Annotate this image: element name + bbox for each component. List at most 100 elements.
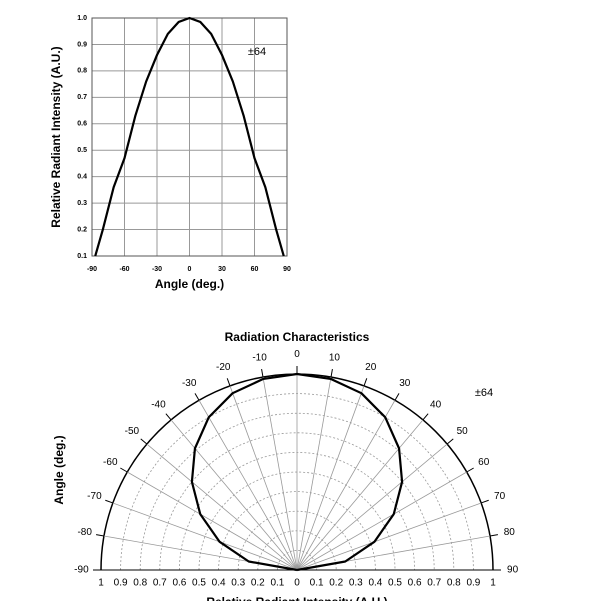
- x-tick-label: 0: [188, 266, 192, 273]
- r-tick-label: 0.8: [447, 578, 461, 589]
- y-tick-label: 0.8: [77, 68, 87, 75]
- theta-tick-label: -70: [87, 491, 102, 502]
- theta-tick: [165, 413, 172, 421]
- r-tick-label: 0.8: [133, 578, 147, 589]
- x-tick-label: 90: [283, 266, 291, 273]
- radial-grid-line: [198, 400, 298, 571]
- r-tick-label: 0.5: [388, 578, 402, 589]
- theta-tick-label: 60: [478, 457, 490, 468]
- theta-tick: [330, 369, 333, 378]
- theta-tick: [194, 393, 200, 401]
- grid-arc: [277, 550, 317, 571]
- radial-grid-line: [170, 419, 298, 571]
- theta-tick: [96, 534, 105, 537]
- x-tick-label: -30: [152, 266, 162, 273]
- theta-tick: [140, 438, 148, 445]
- radial-grid-line: [296, 502, 482, 571]
- r-tick-label: 0.4: [368, 578, 382, 589]
- r-tick-label: 0.7: [427, 578, 441, 589]
- r-tick-label: 0.5: [192, 578, 206, 589]
- theta-tick: [226, 378, 231, 386]
- theta-tick-label: 0: [294, 349, 300, 360]
- theta-tick: [422, 413, 429, 421]
- grid-arc: [159, 432, 435, 571]
- theta-tick-label: 40: [430, 399, 442, 410]
- chart-title: Radiation Characteristics: [225, 330, 370, 344]
- radial-grid-line: [296, 400, 396, 571]
- r-tick-label: 1: [98, 578, 104, 589]
- r-tick-label: 0.6: [408, 578, 422, 589]
- theta-tick: [481, 499, 489, 504]
- radial-grid-line: [262, 376, 298, 571]
- x-axis-label: Relative Radiant Intensity (A.U.): [206, 595, 387, 601]
- radial-grid-line: [296, 376, 332, 571]
- theta-tick: [120, 467, 128, 473]
- r-tick-label: 0.1: [310, 578, 324, 589]
- radial-grid-line: [296, 443, 448, 571]
- y-tick-label: 0.4: [77, 174, 87, 181]
- annotation: ±64: [248, 46, 266, 58]
- y-tick-label: 1.0: [77, 15, 87, 22]
- theta-tick-label: 70: [494, 491, 506, 502]
- theta-tick-label: 90: [507, 565, 519, 576]
- annotation: ±64: [475, 387, 493, 399]
- theta-tick: [466, 467, 474, 473]
- theta-tick-label: -50: [125, 426, 140, 437]
- y-tick-label: 0.5: [77, 147, 87, 154]
- r-tick-label: 0.1: [270, 578, 284, 589]
- radial-grid-line: [112, 502, 298, 571]
- theta-tick-label: -30: [182, 378, 197, 389]
- theta-tick-label: -80: [77, 527, 92, 538]
- x-tick-label: -60: [119, 266, 129, 273]
- theta-tick-label: 80: [504, 527, 516, 538]
- x-tick-label: 60: [251, 266, 259, 273]
- theta-tick-label: -10: [252, 352, 267, 363]
- y-tick-label: 0.6: [77, 121, 87, 128]
- theta-tick: [105, 499, 113, 504]
- r-tick-label: 0.7: [153, 578, 167, 589]
- radial-grid-line: [127, 471, 298, 571]
- y-tick-label: 0.2: [77, 226, 87, 233]
- r-tick-label: 0.6: [172, 578, 186, 589]
- theta-tick: [394, 393, 400, 401]
- theta-tick-label: 50: [457, 426, 469, 437]
- radial-grid-line: [296, 471, 467, 571]
- r-tick-label: 0.3: [349, 578, 363, 589]
- theta-tick: [489, 534, 498, 537]
- theta-tick-label: 30: [399, 378, 411, 389]
- y-axis-label: Angle (deg.): [52, 435, 66, 504]
- grid-arc: [218, 491, 376, 571]
- y-tick-label: 0.3: [77, 200, 87, 207]
- chart-title: Radiation Characteristics: [117, 0, 262, 3]
- radial-grid-line: [296, 419, 424, 571]
- y-tick-label: 0.1: [77, 253, 87, 260]
- theta-tick-label: 10: [329, 352, 341, 363]
- y-axis-label: Relative Radiant Intensity (A.U.): [49, 46, 63, 227]
- r-tick-label: 1: [490, 578, 496, 589]
- r-tick-label: 0.2: [329, 578, 343, 589]
- r-tick-label: 0.3: [231, 578, 245, 589]
- y-tick-label: 0.7: [77, 94, 87, 101]
- theta-tick: [446, 438, 454, 445]
- theta-tick-label: -90: [74, 565, 89, 576]
- r-tick-label: 0.9: [114, 578, 128, 589]
- theta-tick: [261, 369, 264, 378]
- data-line: [94, 16, 285, 257]
- theta-tick-label: -40: [151, 399, 166, 410]
- x-tick-label: -90: [87, 266, 97, 273]
- x-tick-label: 30: [218, 266, 226, 273]
- radial-grid-line: [146, 443, 298, 571]
- theta-tick: [363, 378, 368, 386]
- theta-tick-label: -20: [216, 362, 231, 373]
- radial-grid-line: [229, 385, 298, 571]
- r-tick-label: 0.2: [251, 578, 265, 589]
- theta-tick-label: 20: [365, 362, 377, 373]
- r-tick-label: 0: [294, 578, 300, 589]
- y-tick-label: 0.9: [77, 41, 87, 48]
- radial-grid-line: [296, 385, 365, 571]
- grid-arc: [139, 412, 455, 571]
- theta-tick-label: -60: [103, 457, 118, 468]
- r-tick-label: 0.4: [212, 578, 226, 589]
